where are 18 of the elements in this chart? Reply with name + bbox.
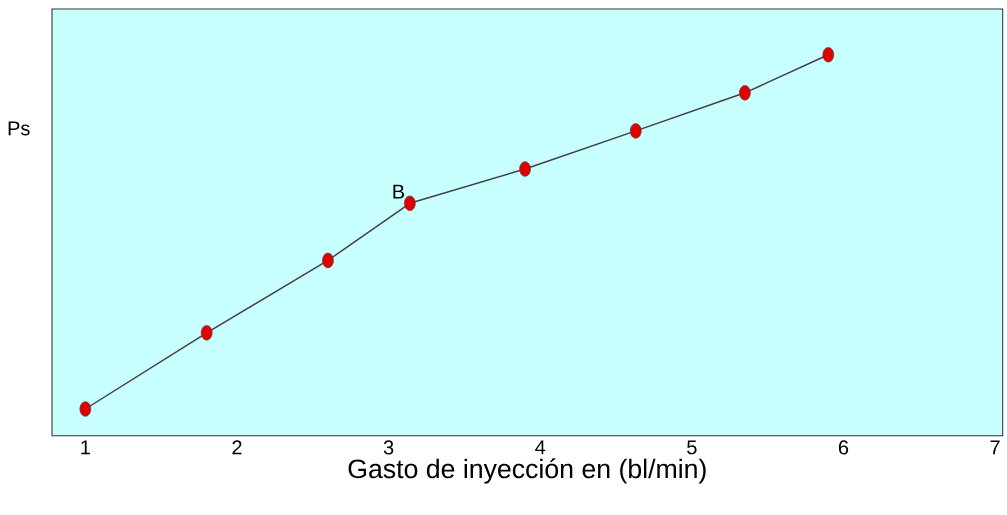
point (403, 195, 416, 211)
x-tick-label: 4 (535, 440, 546, 455)
x-axis-title: Gasto de inyección en (bl/min) (348, 458, 706, 484)
x-tick-label: 5 (687, 440, 697, 455)
x-tick-label: 1 (81, 440, 90, 455)
point (200, 325, 213, 341)
point (629, 123, 642, 139)
x-tick-label: 7 (990, 440, 1000, 455)
x-tick-label: 6 (838, 440, 849, 455)
point (739, 85, 751, 101)
x-tick-label: 3 (383, 440, 394, 455)
y-axis-title: Ps (8, 121, 30, 136)
x-tick-label: 2 (232, 440, 242, 455)
point (322, 252, 334, 269)
point (822, 47, 835, 63)
point (519, 161, 531, 177)
point (79, 401, 92, 417)
annotation: B (393, 184, 405, 199)
